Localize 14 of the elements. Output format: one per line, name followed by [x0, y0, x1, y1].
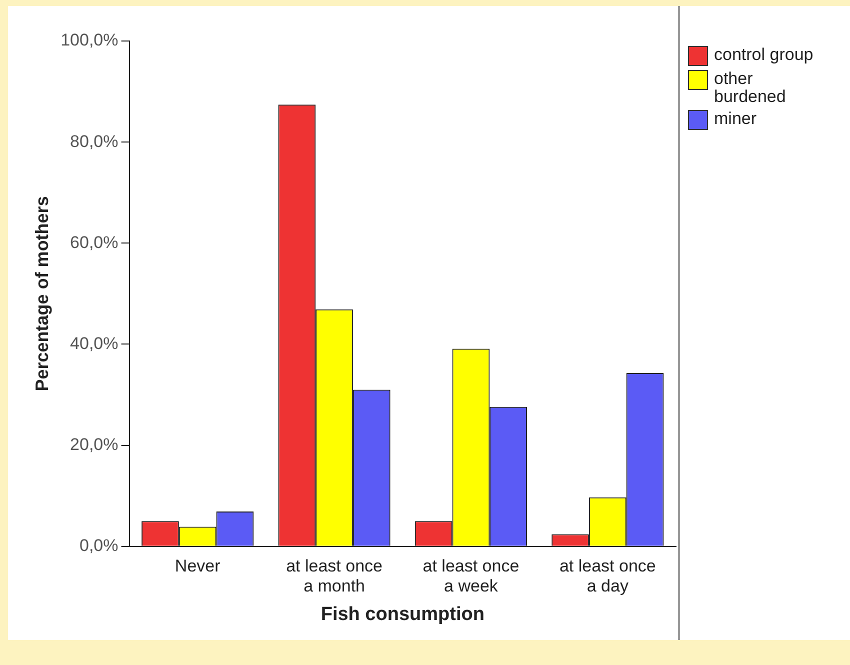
x-tick-label: at least once a month [286, 556, 382, 596]
y-tick-label: 0,0% [80, 536, 118, 556]
y-tick-label: 20,0% [70, 435, 118, 454]
x-axis-title: Fish consumption [320, 604, 484, 625]
x-tick-label: at least once a week [422, 556, 520, 596]
x-tick-label: at least once a day [559, 556, 656, 596]
y-tick-label: 80,0% [70, 132, 118, 151]
legend-label: control group [714, 45, 814, 64]
x-tick-label: Never [174, 556, 221, 576]
y-tick-label: 60,0% [70, 232, 118, 252]
legend-label: miner [714, 109, 757, 128]
y-axis-title: Percentage of mothers [32, 196, 52, 392]
y-tick-label: 100,0% [60, 30, 118, 50]
y-tick-label: 40,0% [70, 334, 118, 353]
